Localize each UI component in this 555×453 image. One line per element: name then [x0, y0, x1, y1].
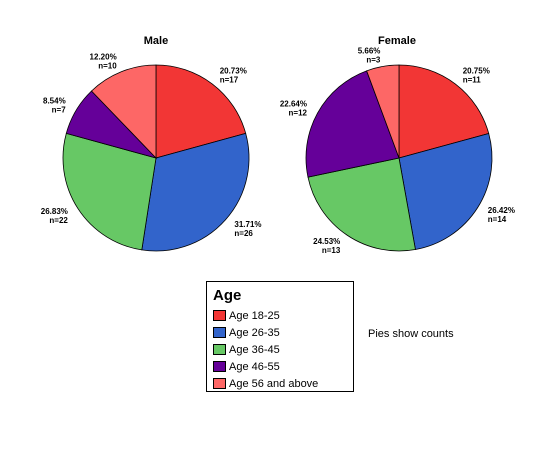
- male-slice-label-1: 20.73% n=17: [220, 67, 247, 85]
- female-slice-label-1: 20.75% n=11: [463, 67, 490, 85]
- legend-label: Age 36-45: [229, 343, 280, 356]
- female-slice-4: [305, 70, 400, 178]
- legend-swatch: [213, 344, 226, 355]
- male-slice-label-3: 26.83% n=22: [41, 207, 69, 225]
- male-slice-1: [155, 64, 247, 159]
- female-slice-3: [307, 157, 416, 252]
- female-slice-2: [398, 132, 493, 250]
- female-slice-label-2: 26.42% n=14: [488, 206, 515, 224]
- female-slice-1: [398, 64, 490, 159]
- legend-item: Age 56 and above: [213, 375, 353, 392]
- legend-item: Age 36-45: [213, 341, 353, 358]
- female-pie-title: Female: [378, 35, 416, 47]
- legend-label: Age 56 and above: [229, 377, 319, 390]
- female-slice-label-4: 22.64% n=12: [280, 99, 308, 117]
- legend-item: Age 18-25: [213, 307, 353, 324]
- legend-item: Age 46-55: [213, 358, 353, 375]
- male-slice-label-2: 31.71% n=26: [234, 220, 261, 238]
- male-slice-5: [90, 64, 157, 159]
- female-slice-5: [366, 64, 400, 159]
- legend-label: Age 46-55: [229, 360, 280, 373]
- male-slice-3: [62, 132, 157, 251]
- male-slice-2: [141, 132, 250, 252]
- legend-label: Age 18-25: [229, 309, 280, 322]
- male-slice-label-5: 12.20% n=10: [90, 53, 118, 71]
- female-slice-label-5: 5.66% n=3: [358, 47, 381, 65]
- female-slice-label-3: 24.53% n=13: [313, 237, 341, 255]
- legend-title: Age: [213, 287, 242, 304]
- legend-label: Age 26-35: [229, 326, 280, 339]
- legend-item: Age 26-35: [213, 324, 353, 341]
- legend-swatch: [213, 310, 226, 321]
- male-pie-title: Male: [144, 35, 168, 47]
- footnote: Pies show counts: [368, 328, 454, 340]
- legend-swatch: [213, 327, 226, 338]
- male-slice-label-4: 8.54% n=7: [43, 96, 66, 114]
- legend-swatch: [213, 378, 226, 389]
- legend: Age Age 18-25 Age 26-35 Age 36-45 Age 46-55…: [206, 281, 354, 392]
- legend-swatch: [213, 361, 226, 372]
